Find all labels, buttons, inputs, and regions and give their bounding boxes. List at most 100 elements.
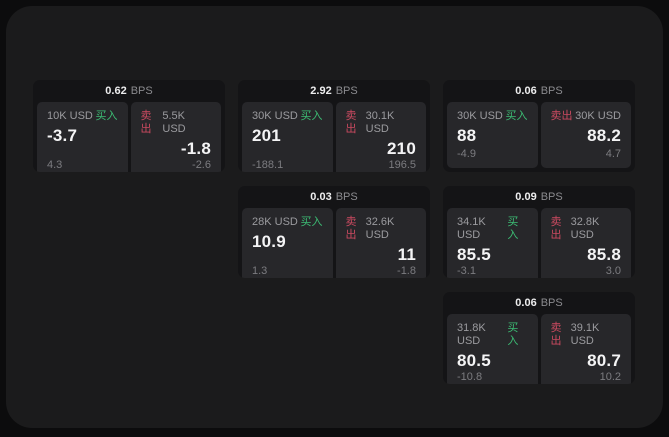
buy-sell-panels: 30K USD 买入 88 -4.9 卖出 30K USD 88.2 4.7 (443, 102, 635, 172)
sell-delta: 196.5 (388, 159, 416, 171)
bps-header: 0.09 BPS (443, 186, 635, 208)
sell-panel-top: 卖出 39.1K USD (551, 322, 622, 348)
buy-panel[interactable]: 31.8K USD 买入 80.5 -10.8 (447, 314, 538, 384)
bps-unit-label: BPS (540, 191, 563, 203)
sell-panel-top: 卖出 32.8K USD (551, 216, 622, 242)
buy-notional: 30K USD (252, 110, 298, 122)
quote-card: 0.06 BPS 31.8K USD 买入 80.5 -10.8 卖出 39.1… (443, 292, 635, 384)
buy-panel[interactable]: 10K USD 买入 -3.7 4.3 (37, 102, 128, 172)
bps-header: 0.03 BPS (238, 186, 430, 208)
bps-value: 0.09 (515, 191, 537, 203)
buy-side-label: 买入 (95, 110, 118, 122)
buy-panel[interactable]: 34.1K USD 买入 85.5 -3.1 (447, 208, 538, 278)
sell-panel-top: 卖出 30.1K USD (346, 110, 417, 136)
sell-panel-top: 卖出 30K USD (551, 110, 622, 123)
bps-header: 2.92 BPS (238, 80, 430, 102)
buy-price: -3.7 (47, 126, 78, 145)
buy-sell-panels: 30K USD 买入 201 -188.1 卖出 30.1K USD 210 1… (238, 102, 430, 172)
buy-price: 85.5 (457, 245, 491, 264)
buy-notional: 10K USD (47, 110, 93, 122)
buy-sell-panels: 10K USD 买入 -3.7 4.3 卖出 5.5K USD -1.8 -2.… (33, 102, 225, 172)
buy-delta: 4.3 (47, 159, 63, 171)
buy-sell-panels: 28K USD 买入 10.9 1.3 卖出 32.6K USD 11 -1.8 (238, 208, 430, 278)
bps-header: 0.06 BPS (443, 292, 635, 314)
sell-price: 80.7 (587, 351, 621, 370)
bps-unit-label: BPS (130, 85, 153, 97)
quote-card: 0.03 BPS 28K USD 买入 10.9 1.3 卖出 32.6K US… (238, 186, 430, 278)
buy-price: 10.9 (252, 232, 286, 251)
buy-panel-top: 10K USD 买入 (47, 110, 118, 123)
sell-panel[interactable]: 卖出 32.6K USD 11 -1.8 (335, 208, 426, 278)
sell-side-label: 卖出 (550, 322, 562, 347)
sell-panel[interactable]: 卖出 30.1K USD 210 196.5 (335, 102, 426, 172)
bps-unit-label: BPS (540, 85, 563, 97)
quote-card: 0.62 BPS 10K USD 买入 -3.7 4.3 卖出 5.5K USD… (33, 80, 225, 172)
sell-notional: 30K USD (575, 110, 621, 122)
sell-price: -1.8 (180, 139, 211, 158)
sell-delta: 3.0 (605, 265, 621, 277)
buy-price: 201 (252, 126, 281, 145)
sell-price: 11 (397, 245, 416, 264)
quote-card: 2.92 BPS 30K USD 买入 201 -188.1 卖出 30.1K … (238, 80, 430, 172)
sell-side-label: 卖出 (550, 216, 562, 241)
buy-delta: -3.1 (457, 265, 476, 277)
bps-header: 0.06 BPS (443, 80, 635, 102)
buy-delta: -10.8 (457, 371, 483, 383)
sell-notional: 32.6K USD (365, 216, 395, 241)
sell-delta: 4.7 (605, 148, 621, 160)
buy-delta: -188.1 (252, 159, 284, 171)
sell-panel[interactable]: 卖出 32.8K USD 85.8 3.0 (540, 208, 631, 278)
bps-unit-label: BPS (540, 297, 563, 309)
buy-panel-top: 28K USD 买入 (252, 216, 323, 229)
bps-unit-label: BPS (335, 191, 358, 203)
bps-value: 0.62 (105, 85, 127, 97)
bps-value: 2.92 (310, 85, 332, 97)
bps-value: 0.06 (515, 85, 537, 97)
sell-price: 85.8 (587, 245, 621, 264)
sell-panel[interactable]: 卖出 5.5K USD -1.8 -2.6 (130, 102, 221, 172)
sell-notional: 32.8K USD (570, 216, 600, 241)
buy-panel[interactable]: 28K USD 买入 10.9 1.3 (242, 208, 333, 278)
sell-panel[interactable]: 卖出 39.1K USD 80.7 10.2 (540, 314, 631, 384)
buy-price: 88 (457, 126, 477, 145)
bps-unit-label: BPS (335, 85, 358, 97)
buy-sell-panels: 31.8K USD 买入 80.5 -10.8 卖出 39.1K USD 80.… (443, 314, 635, 384)
buy-panel[interactable]: 30K USD 买入 88 -4.9 (447, 102, 538, 168)
buy-panel-top: 34.1K USD 买入 (457, 216, 528, 242)
sell-price: 88.2 (587, 126, 621, 145)
sell-side-label: 卖出 (345, 110, 357, 135)
sell-side-label: 卖出 (550, 110, 573, 122)
buy-notional: 28K USD (252, 216, 298, 228)
sell-price: 210 (387, 139, 416, 158)
buy-panel-top: 30K USD 买入 (252, 110, 323, 123)
sell-panel-top: 卖出 32.6K USD (346, 216, 417, 242)
buy-panel[interactable]: 30K USD 买入 201 -188.1 (242, 102, 333, 172)
sell-notional: 5.5K USD (162, 110, 186, 135)
buy-side-label: 买入 (300, 216, 323, 228)
quote-card: 0.06 BPS 30K USD 买入 88 -4.9 卖出 30K USD 8… (443, 80, 635, 172)
quote-grid: 0.62 BPS 10K USD 买入 -3.7 4.3 卖出 5.5K USD… (33, 80, 635, 384)
sell-panel[interactable]: 卖出 30K USD 88.2 4.7 (540, 102, 631, 168)
sell-side-label: 卖出 (345, 216, 357, 241)
buy-notional: 34.1K USD (457, 216, 486, 241)
buy-panel-top: 31.8K USD 买入 (457, 322, 528, 348)
sell-panel-top: 卖出 5.5K USD (141, 110, 212, 136)
buy-side-label: 买入 (507, 322, 519, 347)
buy-notional: 30K USD (457, 110, 503, 122)
sell-delta: 10.2 (599, 371, 621, 383)
quote-card: 0.09 BPS 34.1K USD 买入 85.5 -3.1 卖出 32.8K… (443, 186, 635, 278)
sell-side-label: 卖出 (140, 110, 152, 135)
buy-side-label: 买入 (507, 216, 519, 241)
buy-panel-top: 30K USD 买入 (457, 110, 528, 123)
bps-header: 0.62 BPS (33, 80, 225, 102)
sell-delta: -2.6 (192, 159, 211, 171)
buy-side-label: 买入 (300, 110, 323, 122)
buy-side-label: 买入 (505, 110, 528, 122)
sell-delta: -1.8 (397, 265, 416, 277)
buy-notional: 31.8K USD (457, 322, 486, 347)
bps-value: 0.03 (310, 191, 332, 203)
sell-notional: 30.1K USD (365, 110, 395, 135)
bps-value: 0.06 (515, 297, 537, 309)
buy-sell-panels: 34.1K USD 买入 85.5 -3.1 卖出 32.8K USD 85.8… (443, 208, 635, 278)
buy-delta: 1.3 (252, 265, 268, 277)
